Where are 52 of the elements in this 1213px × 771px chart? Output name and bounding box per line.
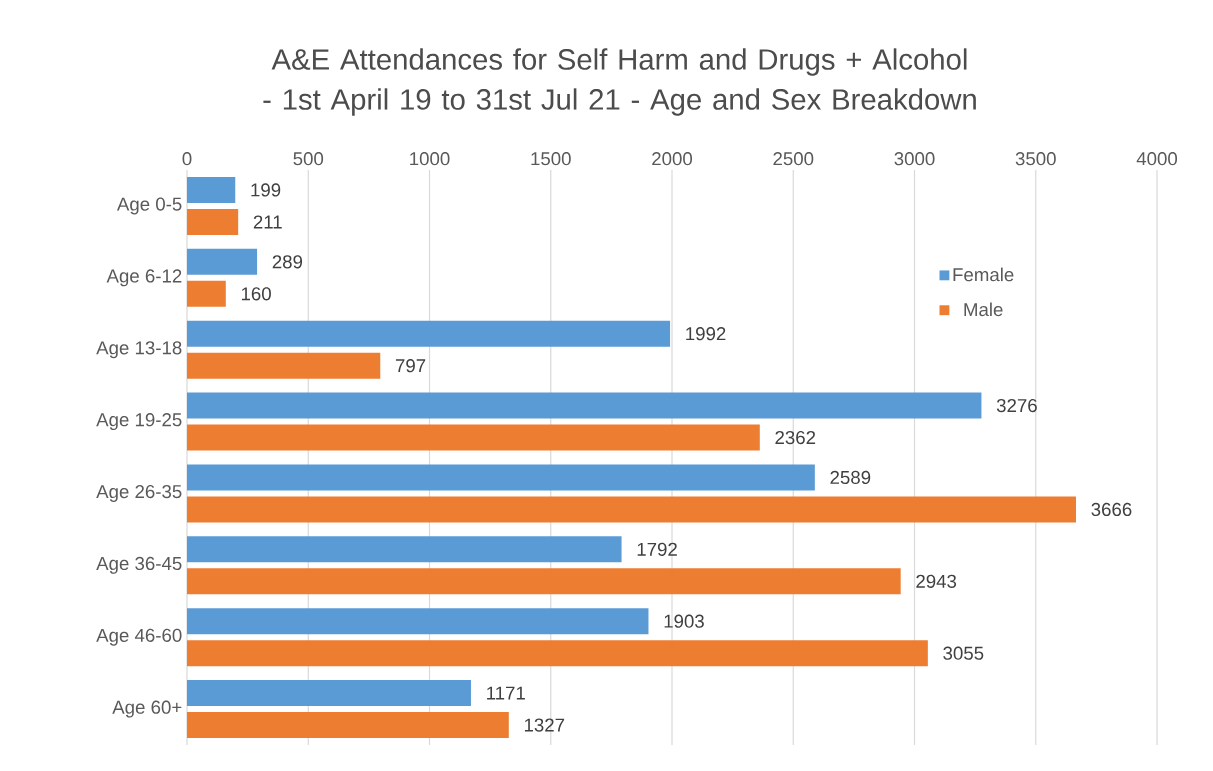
bar xyxy=(187,392,982,419)
data-label: 211 xyxy=(253,215,282,229)
y-tick-label: Age 19-25 xyxy=(96,413,182,431)
data-label: 1792 xyxy=(637,542,677,556)
y-tick-label: Age 46-60 xyxy=(96,628,182,646)
y-tick-label: Age 0-5 xyxy=(116,197,182,215)
bar xyxy=(187,352,381,379)
x-tick-label: 4000 xyxy=(1136,152,1178,166)
data-label: 2943 xyxy=(916,574,957,588)
bar xyxy=(187,608,649,635)
bar xyxy=(187,424,760,451)
bar xyxy=(187,464,815,491)
bar xyxy=(187,208,239,235)
x-tick-label: 500 xyxy=(293,152,324,166)
bar xyxy=(187,496,1077,523)
data-label: 289 xyxy=(272,255,303,269)
x-tick-label: 3500 xyxy=(1015,152,1056,166)
x-tick-label: 1000 xyxy=(410,152,450,166)
bar xyxy=(187,280,226,307)
y-tick-label: Age 36-45 xyxy=(96,556,182,574)
chart-title: A&E Attendances for Self Harm and Drugs + Alcohol - 1st April 19 to 31st Jul 21 - Age and Sex Breakdown xyxy=(263,48,976,116)
data-label: 1903 xyxy=(664,614,704,628)
bar xyxy=(187,680,471,707)
data-label: 3055 xyxy=(943,646,984,660)
data-label: 3666 xyxy=(1091,502,1132,517)
data-label: 199 xyxy=(251,183,281,197)
legend-label: Male xyxy=(964,302,1003,317)
bar xyxy=(187,568,901,595)
y-tick-label: Age 13-18 xyxy=(96,341,182,359)
bar xyxy=(187,712,509,739)
data-label: 2362 xyxy=(775,430,816,445)
data-label: 1171 xyxy=(487,686,525,700)
bar xyxy=(187,248,258,275)
data-label: 1327 xyxy=(524,718,565,732)
y-tick-label: Age 60+ xyxy=(112,700,182,718)
data-label: 1992 xyxy=(686,327,726,341)
data-label: 3276 xyxy=(996,398,1037,413)
data-label: 160 xyxy=(241,287,271,301)
data-label: 797 xyxy=(395,359,426,373)
bar xyxy=(187,640,928,667)
x-tick-label: 3000 xyxy=(894,152,935,166)
bar xyxy=(187,176,236,203)
x-tick-label: 1500 xyxy=(531,152,571,166)
x-tick-label: 2500 xyxy=(773,152,814,166)
x-tick-label: 0 xyxy=(182,152,192,166)
data-label: 2589 xyxy=(830,470,871,485)
legend-label: Female xyxy=(953,267,1014,282)
bar xyxy=(187,536,622,563)
x-tick-label: 2000 xyxy=(652,152,693,166)
bar xyxy=(187,320,671,347)
y-tick-label: Age 26-35 xyxy=(96,484,182,502)
y-tick-label: Age 6-12 xyxy=(106,269,182,287)
